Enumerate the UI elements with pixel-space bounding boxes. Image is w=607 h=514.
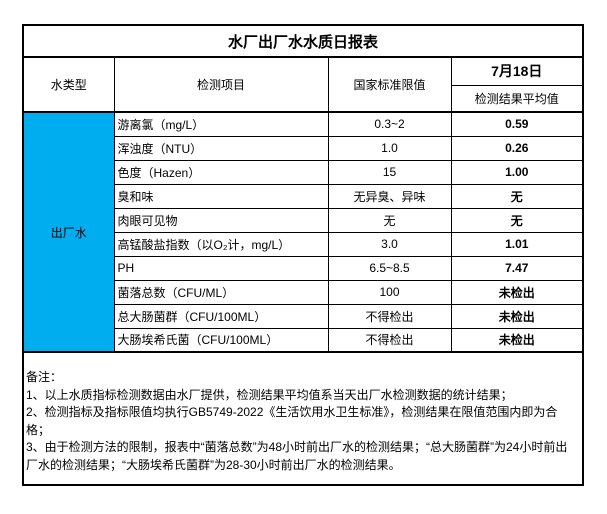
table-row: 总大肠菌群（CFU/100ML） 不得检出 未检出 xyxy=(23,303,584,329)
standard-limit: 15 xyxy=(327,159,452,185)
table-row: 菌落总数（CFU/ML） 100 未检出 xyxy=(23,279,584,305)
note-line-1: 1、以上水质指标检测数据由水厂提供，检测结果平均值系当天出厂水检测数据的统计结果… xyxy=(26,387,513,402)
result-value: 未检出 xyxy=(450,303,584,329)
test-item: 游离氯（mg/L） xyxy=(113,111,329,137)
table-row: 出厂水 游离氯（mg/L） 0.3~2 0.59 xyxy=(22,111,584,353)
standard-limit: 不得检出 xyxy=(327,327,452,353)
result-value: 1.01 xyxy=(450,231,584,257)
standard-limit: 1.0 xyxy=(327,135,452,161)
standard-limit: 6.5~8.5 xyxy=(327,255,452,281)
standard-limit: 无异臭、异味 xyxy=(327,183,452,209)
water-quality-table: 水厂出厂水水质日报表 水类型 检测项目 国家标准限值 7月18日 检测结果平均值… xyxy=(22,24,585,486)
notes-row: 备注： 1、以上水质指标检测数据由水厂提供，检测结果平均值系当天出厂水检测数据的… xyxy=(22,351,584,486)
test-item: 菌落总数（CFU/ML） xyxy=(113,279,329,305)
col-header-result: 检测结果平均值 xyxy=(450,84,584,113)
standard-limit: 不得检出 xyxy=(327,303,452,329)
table-row: PH 6.5~8.5 7.47 xyxy=(23,255,584,281)
test-item: PH xyxy=(113,255,329,281)
standard-limit: 无 xyxy=(327,207,452,233)
test-item: 色度（Hazen） xyxy=(113,159,329,185)
test-item: 总大肠菌群（CFU/100ML） xyxy=(113,303,329,329)
header-row-2: 检测结果平均值 xyxy=(23,84,584,113)
col-header-date: 7月18日 xyxy=(450,56,584,86)
result-value: 1.00 xyxy=(450,159,584,185)
header-row-1: 水类型 检测项目 国家标准限值 7月18日 xyxy=(22,56,584,113)
result-value: 无 xyxy=(450,207,584,233)
col-header-water-type: 水类型 xyxy=(22,56,115,113)
note-line-2: 2、检测指标及指标限值均执行GB5749-2022《生活饮用水卫生标准》，检测结… xyxy=(26,405,558,437)
table-row: 大肠埃希氏菌（CFU/100ML） 不得检出 未检出 xyxy=(23,327,584,353)
standard-limit: 0.3~2 xyxy=(327,111,452,137)
result-value: 无 xyxy=(450,183,584,209)
result-value: 0.26 xyxy=(450,135,584,161)
test-item: 肉眼可见物 xyxy=(113,207,329,233)
standard-limit: 100 xyxy=(327,279,452,305)
notes-label: 备注： xyxy=(26,370,63,384)
table-row: 色度（Hazen） 15 1.00 xyxy=(23,159,584,185)
test-item: 高锰酸盐指数（以O₂计，mg/L） xyxy=(113,231,329,257)
col-header-standard: 国家标准限值 xyxy=(327,56,452,113)
col-header-item: 检测项目 xyxy=(113,56,329,113)
test-item: 臭和味 xyxy=(113,183,329,209)
test-item: 浑浊度（NTU） xyxy=(113,135,329,161)
result-value: 未检出 xyxy=(450,327,584,353)
table-row: 肉眼可见物 无 无 xyxy=(23,207,584,233)
report-title: 水厂出厂水水质日报表 xyxy=(22,24,584,58)
table-row: 臭和味 无异臭、异味 无 xyxy=(23,183,584,209)
result-value: 7.47 xyxy=(450,255,584,281)
title-row: 水厂出厂水水质日报表 xyxy=(22,24,584,58)
standard-limit: 3.0 xyxy=(327,231,452,257)
table-row: 高锰酸盐指数（以O₂计，mg/L） 3.0 1.01 xyxy=(23,231,584,257)
test-item: 大肠埃希氏菌（CFU/100ML） xyxy=(113,327,329,353)
note-line-3: 3、由于检测方法的限制，报表中“菌落总数”为48小时前出厂水的检测结果；“总大肠… xyxy=(26,440,568,472)
table-row: 浑浊度（NTU） 1.0 0.26 xyxy=(23,135,584,161)
water-type-cell: 出厂水 xyxy=(22,111,115,353)
result-value: 0.59 xyxy=(450,111,584,137)
notes-cell: 备注： 1、以上水质指标检测数据由水厂提供，检测结果平均值系当天出厂水检测数据的… xyxy=(22,351,584,486)
result-value: 未检出 xyxy=(450,279,584,305)
